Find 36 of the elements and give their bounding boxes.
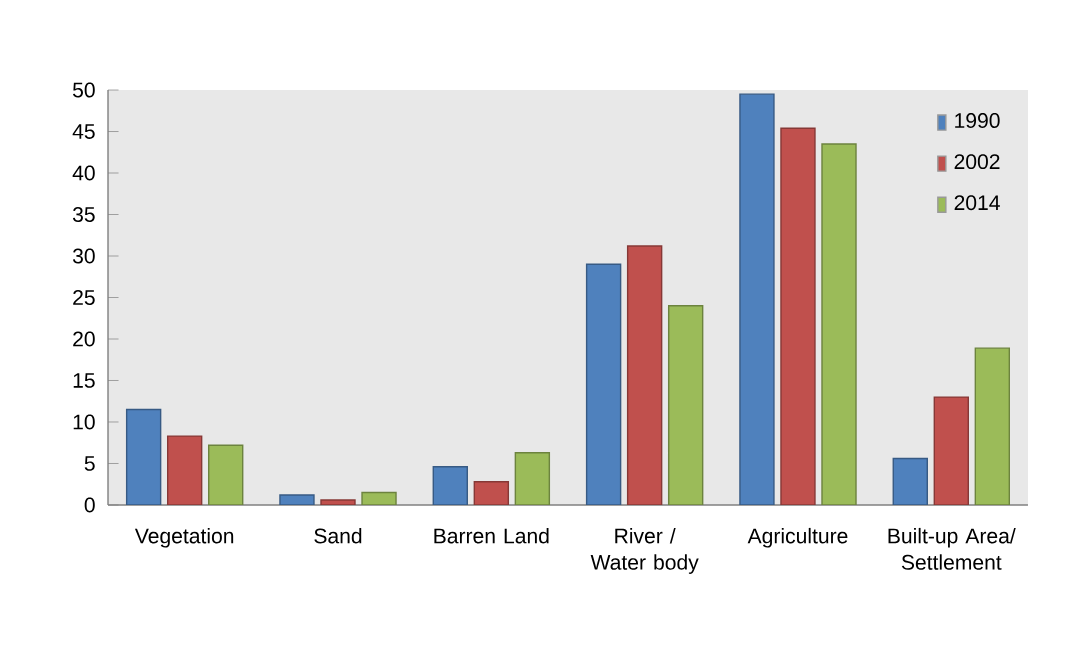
- y-tick-label: 45: [72, 124, 95, 139]
- bar: [667, 305, 704, 505]
- x-tick-label: Sand: [314, 527, 362, 544]
- bar: [933, 396, 970, 505]
- y-tick-label: 10: [73, 414, 95, 430]
- bar: [974, 347, 1011, 505]
- y-tick-label: 15: [73, 373, 95, 388]
- y-tick-label: 20: [73, 331, 95, 347]
- y-tick-label: 0: [84, 497, 95, 513]
- bar: [432, 466, 468, 505]
- legend-label: 2014: [954, 195, 1000, 211]
- y-tick-label: 30: [72, 248, 95, 264]
- bar: [585, 263, 622, 505]
- bar: [821, 143, 857, 505]
- legend-label: 2002: [954, 154, 1000, 170]
- bar: [207, 444, 244, 505]
- bar: [125, 408, 162, 505]
- y-tick-label: 25: [73, 290, 95, 305]
- y-tick-label: 50: [72, 82, 95, 98]
- bar: [473, 481, 510, 505]
- x-tick-label: Vegetation: [134, 527, 234, 548]
- bar: [626, 245, 663, 505]
- bar: [514, 451, 551, 505]
- y-tick-label: 5: [84, 456, 95, 471]
- y-tick-label: 35: [72, 207, 95, 222]
- x-tick-label: Barren Land: [434, 527, 549, 544]
- bar: [892, 457, 928, 505]
- legend-label: 1990: [955, 113, 1000, 129]
- bar: [166, 435, 203, 505]
- bar: [739, 93, 775, 505]
- bar: [780, 127, 816, 505]
- bar: [320, 499, 356, 505]
- x-tick-label: River / Water body: [590, 527, 699, 574]
- x-tick-label: Built-up Area/ Settlement: [888, 527, 1016, 570]
- x-tick-label: Agriculture: [747, 527, 848, 548]
- y-tick-label: 40: [72, 165, 95, 181]
